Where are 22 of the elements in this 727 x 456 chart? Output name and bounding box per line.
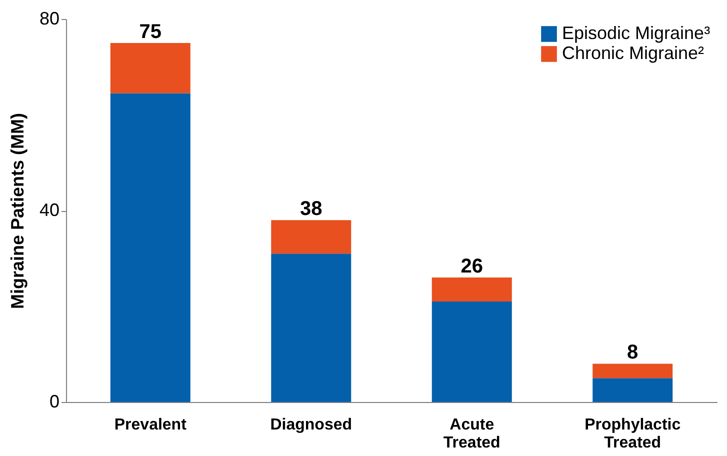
legend-label: Chronic Migraine² xyxy=(562,43,704,63)
bar xyxy=(110,42,190,94)
total-label: 75 xyxy=(139,20,162,43)
bar xyxy=(271,220,352,254)
bar xyxy=(110,93,190,402)
y-tick-label: 80 xyxy=(39,8,60,28)
y-tick-label: 40 xyxy=(39,200,60,220)
total-label: 38 xyxy=(300,198,322,220)
y-tick-label: 0 xyxy=(49,392,60,412)
x-tick-label: Prevalent xyxy=(114,416,188,434)
x-tick-label: Prophylactic Treated xyxy=(584,416,681,452)
x-tick-label: Diagnosed xyxy=(270,416,352,434)
y-axis-title: Migraine Patients (MM) xyxy=(7,112,28,310)
bar xyxy=(271,254,352,402)
total-label: 26 xyxy=(460,256,483,278)
bar xyxy=(432,301,512,402)
bar xyxy=(592,364,673,378)
legend-label: Episodic Migraine³ xyxy=(562,23,710,43)
total-label: 8 xyxy=(627,342,638,364)
bar xyxy=(432,278,512,302)
bar xyxy=(592,378,673,402)
x-tick-label: Acute Treated xyxy=(443,416,500,452)
